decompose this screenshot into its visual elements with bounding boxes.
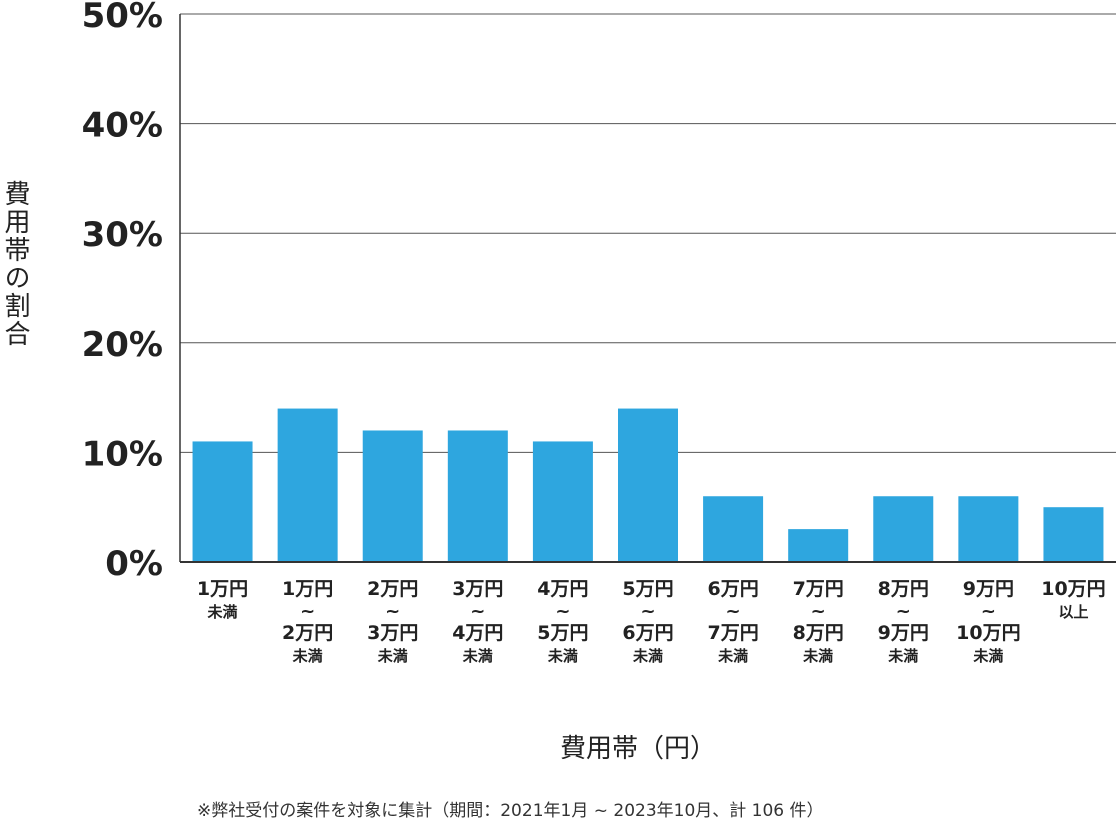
y-axis-label: 費用帯の割合	[0, 180, 30, 348]
x-tick-label: 未満	[207, 603, 238, 621]
bar	[873, 496, 934, 562]
bar	[618, 408, 678, 562]
x-tick-label: ~	[981, 601, 996, 622]
x-tick-label: 7万円	[793, 578, 844, 600]
x-tick-label: 8万円	[793, 622, 844, 644]
x-tick-label: ~	[896, 601, 911, 622]
x-tick-label: 未満	[377, 647, 408, 665]
x-tick-label: 5万円	[622, 578, 673, 600]
x-tick-label: ~	[726, 601, 741, 622]
x-tick-label: 3万円	[367, 622, 418, 644]
x-tick-label: 3万円	[452, 578, 503, 600]
x-tick-label: 未満	[462, 647, 493, 665]
x-tick-label: 2万円	[282, 622, 333, 644]
y-tick-label: 10%	[82, 434, 163, 474]
x-tick-label: ~	[555, 601, 570, 622]
x-tick-label: ~	[470, 601, 485, 622]
x-tick-label: 以上	[1058, 603, 1088, 621]
bar	[277, 408, 338, 562]
x-tick-label: 1万円	[197, 578, 248, 600]
x-tick-label: 未満	[887, 647, 918, 665]
bar	[958, 496, 1019, 562]
x-tick-label: 4万円	[452, 622, 503, 644]
x-tick-label: ~	[300, 601, 315, 622]
y-tick-label: 0%	[105, 544, 163, 584]
x-tick-label: 未満	[972, 647, 1003, 665]
x-tick-label: 8万円	[878, 578, 929, 600]
x-axis-label: 費用帯（円）	[560, 734, 717, 764]
bar	[362, 430, 423, 562]
bar	[192, 441, 253, 562]
y-tick-label: 20%	[82, 325, 163, 365]
x-tick-label: 1万円	[282, 578, 333, 600]
x-tick-label: 6万円	[707, 578, 758, 600]
x-tick-label: 未満	[717, 647, 748, 665]
bar	[532, 441, 593, 562]
bar	[447, 430, 508, 562]
x-tick-label: 10万円	[956, 622, 1020, 644]
x-tick-label: 7万円	[707, 622, 758, 644]
bar	[1043, 507, 1104, 562]
x-tick-label: 未満	[802, 647, 833, 665]
bar	[703, 496, 764, 562]
x-tick-label: 2万円	[367, 578, 418, 600]
x-tick-label: ~	[811, 601, 826, 622]
bar	[788, 529, 849, 562]
y-tick-label: 50%	[82, 0, 163, 36]
x-tick-label: 未満	[632, 647, 663, 665]
x-tick-label: 9万円	[878, 622, 929, 644]
x-tick-label: 5万円	[537, 622, 588, 644]
x-tick-label: 未満	[292, 647, 323, 665]
x-tick-label: 未満	[547, 647, 578, 665]
x-tick-label: ~	[640, 601, 655, 622]
x-tick-label: 4万円	[537, 578, 588, 600]
footnote: ※弊社受付の案件を対象に集計（期間：2021年1月 ~ 2023年10月、計 1…	[197, 801, 824, 821]
x-tick-label: 6万円	[622, 622, 673, 644]
x-tick-label: 10万円	[1041, 578, 1105, 600]
y-tick-label: 40%	[82, 106, 163, 146]
y-tick-label: 30%	[82, 215, 163, 255]
x-tick-label: ~	[385, 601, 400, 622]
x-tick-label: 9万円	[963, 578, 1014, 600]
